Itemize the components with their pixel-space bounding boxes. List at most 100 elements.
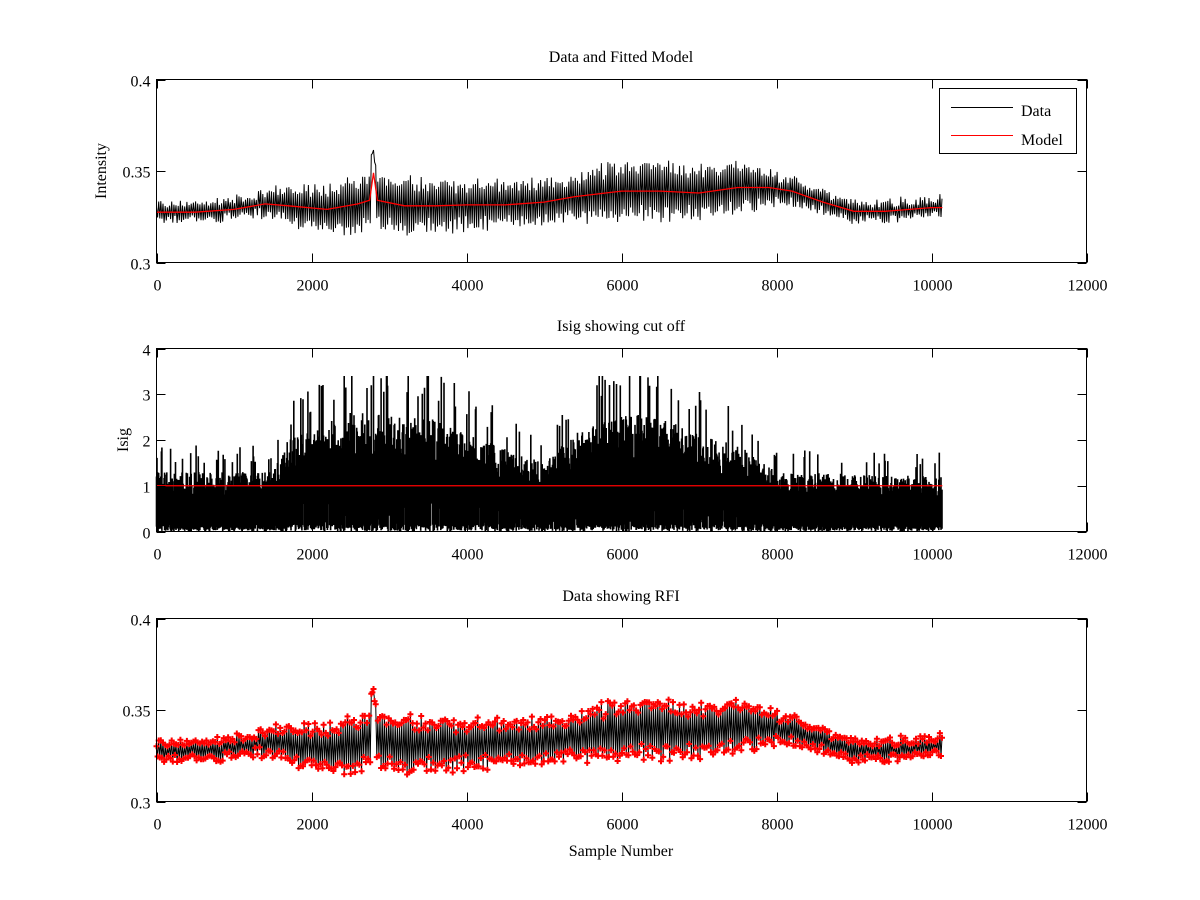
- rfi-marker: [926, 734, 932, 740]
- rfi-marker: [799, 744, 806, 751]
- rfi-marker: [538, 761, 545, 768]
- rfi-marker: [402, 761, 408, 768]
- rfi-marker: [793, 713, 800, 720]
- rfi-marker: [656, 700, 663, 707]
- rfi-marker: [664, 743, 671, 750]
- rfi-marker: [327, 719, 334, 726]
- rfi-marker: [254, 751, 261, 758]
- rfi-marker: [885, 758, 892, 765]
- rfi-marker: [318, 731, 325, 738]
- y-axis: 0.3 0.35 0.4: [123, 74, 1087, 274]
- y-tick-label: 0.3: [131, 796, 151, 813]
- rfi-marker: [922, 749, 929, 756]
- rfi-marker: [849, 759, 855, 766]
- rfi-marker: [316, 728, 323, 735]
- rfi-marker: [319, 765, 326, 772]
- series-data-line: [156, 149, 943, 236]
- x-tick-label: 10000: [913, 278, 953, 295]
- rfi-marker: [785, 718, 791, 725]
- rfi-marker: [425, 754, 432, 760]
- rfi-marker: [280, 748, 287, 755]
- rfi-marker: [270, 728, 277, 735]
- rfi-marker: [897, 732, 904, 739]
- plot-area: [155, 376, 943, 532]
- x-tick-label: 6000: [607, 278, 639, 295]
- rfi-marker: [589, 705, 596, 712]
- rfi-marker: [873, 735, 880, 742]
- rfi-marker: [458, 759, 465, 766]
- rfi-marker: [238, 733, 245, 740]
- rfi-marker: [582, 749, 589, 756]
- rfi-marker: [774, 707, 781, 714]
- rfi-marker: [577, 753, 584, 760]
- x-tick-label: 12000: [1068, 547, 1108, 564]
- rfi-marker: [523, 755, 530, 762]
- rfi-marker: [705, 742, 712, 749]
- rfi-marker: [894, 758, 901, 765]
- rfi-marker: [168, 737, 175, 744]
- rfi-marker: [621, 745, 628, 752]
- rfi-marker: [231, 739, 238, 746]
- rfi-marker: [444, 718, 451, 724]
- rfi-marker: [349, 762, 356, 769]
- y-tick-label: 3: [143, 388, 151, 405]
- x-tick-label: 10000: [913, 817, 953, 834]
- rfi-marker: [474, 714, 481, 721]
- rfi-marker: [638, 741, 645, 747]
- rfi-marker: [423, 767, 430, 774]
- axes-frame: [156, 618, 1087, 802]
- rfi-marker: [448, 722, 455, 729]
- rfi-marker: [745, 703, 752, 710]
- y-axis-label: Isig: [115, 428, 132, 452]
- rfi-marker: [281, 728, 288, 735]
- rfi-marker: [768, 739, 775, 746]
- rfi-marker: [372, 701, 379, 708]
- rfi-marker: [658, 758, 664, 765]
- rfi-marker: [520, 717, 527, 723]
- rfi-marker: [335, 730, 342, 736]
- rfi-marker: [825, 747, 832, 754]
- rfi-marker: [494, 714, 501, 721]
- rfi-marker: [502, 725, 509, 732]
- rfi-marker: [539, 722, 546, 729]
- rfi-marker: [219, 757, 226, 764]
- panel-isig-showing-cut-off: Isig showing cut off 0 2000 4000 6000 8000 10…: [115, 318, 1108, 564]
- rfi-marker: [405, 716, 412, 723]
- rfi-marker: [687, 709, 694, 716]
- y-axis-label: Intensity: [93, 143, 110, 199]
- rfi-marker: [515, 726, 522, 733]
- rfi-marker: [738, 747, 745, 754]
- x-tick-label: 8000: [762, 547, 794, 564]
- rfi-marker: [259, 730, 266, 736]
- rfi-marker: [741, 700, 748, 707]
- rfi-marker: [344, 713, 351, 720]
- rfi-marker: [736, 742, 743, 749]
- rfi-marker: [752, 708, 759, 715]
- panel-title: Isig showing cut off: [557, 318, 686, 335]
- rfi-marker: [453, 729, 459, 736]
- rfi-marker: [330, 768, 337, 774]
- x-tick-label: 0: [154, 817, 162, 834]
- rfi-marker: [481, 725, 488, 731]
- rfi-marker: [468, 724, 475, 731]
- rfi-marker: [686, 741, 693, 747]
- rfi-marker: [702, 706, 709, 713]
- rfi-marker: [393, 761, 400, 768]
- rfi-marker: [663, 702, 670, 709]
- rfi-marker: [303, 727, 310, 734]
- rfi-marker: [536, 752, 543, 759]
- rfi-marker: [915, 740, 922, 747]
- rfi-marker: [588, 752, 595, 759]
- rfi-marker: [698, 699, 705, 706]
- rfi-marker: [277, 724, 284, 731]
- rfi-marker: [722, 705, 728, 712]
- rfi-marker: [871, 740, 878, 747]
- rfi-marker: [462, 752, 469, 759]
- x-tick-label: 12000: [1068, 278, 1108, 295]
- rfi-marker: [226, 748, 233, 755]
- rfi-marker: [626, 707, 633, 714]
- panel-data-showing-rfi: Data showing RFI 0 2000 4000 6000 8000 10000 1…: [123, 588, 1108, 860]
- rfi-marker: [449, 769, 456, 776]
- rfi-marker: [728, 700, 735, 707]
- rfi-marker: [477, 755, 484, 762]
